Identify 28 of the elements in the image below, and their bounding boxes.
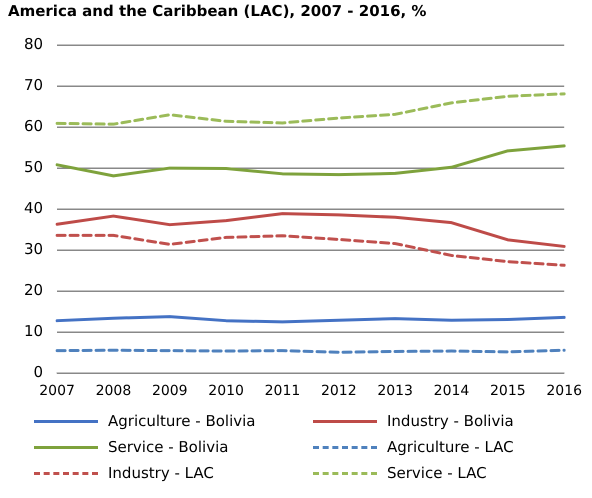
- y-tick-label: 70: [24, 76, 44, 94]
- x-tick-label: 2007: [39, 383, 75, 400]
- x-tick-label: 2016: [546, 383, 582, 400]
- x-tick-label: 2015: [490, 383, 526, 400]
- line-series: [56, 92, 566, 126]
- y-tick-label: 60: [24, 116, 44, 135]
- legend-label: Agriculture - Bolivia: [108, 412, 256, 430]
- x-tick-label: 2013: [377, 383, 413, 400]
- y-tick-label: 40: [24, 198, 44, 217]
- y-tick-label: 50: [24, 158, 44, 176]
- chart-title: America and the Caribbean (LAC), 2007 - 2016, %: [7, 1, 428, 22]
- legend-label: Service - Bolivia: [108, 438, 228, 456]
- legend-label: Service - LAC: [387, 464, 487, 482]
- x-tick-label: 2011: [264, 383, 300, 400]
- y-tick-label: 0: [34, 363, 44, 382]
- line-series: [56, 234, 566, 267]
- x-tick-label: 2010: [208, 383, 244, 400]
- y-tick-label: 20: [24, 281, 44, 300]
- x-tick-label: 2008: [96, 383, 132, 400]
- legend-label: Industry - Bolivia: [387, 412, 514, 430]
- x-tick-label: 2009: [152, 383, 188, 400]
- legend-label: Industry - LAC: [108, 464, 214, 482]
- x-tick-label: 2012: [320, 383, 357, 400]
- y-tick-label: 30: [24, 240, 44, 258]
- legend-label: Agriculture - LAC: [387, 438, 514, 456]
- y-tick-label: 10: [24, 322, 44, 340]
- x-tick-label: 2014: [434, 383, 470, 400]
- y-tick-label: 80: [24, 34, 44, 53]
